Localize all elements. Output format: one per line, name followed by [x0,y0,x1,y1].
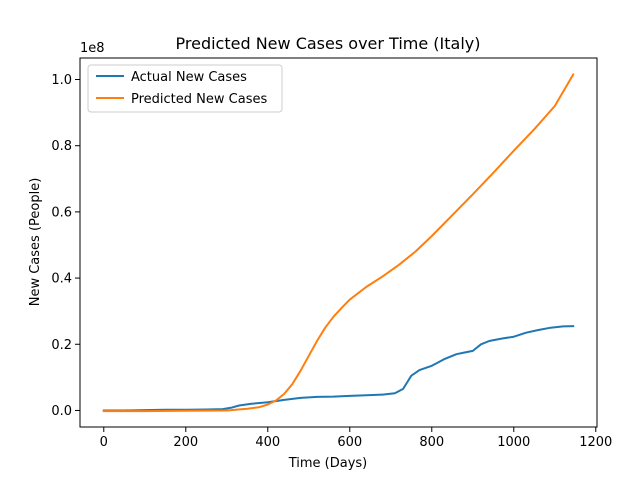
legend: Actual New Cases Predicted New Cases [87,64,283,113]
y-tick-label: 0.6 [51,205,72,220]
x-tick-label: 600 [337,435,362,450]
legend-box [87,64,283,113]
x-tick-label: 200 [173,435,198,450]
y-tick-label: 0.8 [51,139,72,154]
y-offset-label: 1e8 [80,41,105,56]
series-line-actual [102,325,575,412]
y-tick-label: 0.0 [51,404,72,419]
x-tick-label: 1200 [579,435,612,450]
legend-label-predicted: Predicted New Cases [131,92,267,107]
x-tick-label: 0 [100,435,108,450]
x-axis-label: Time (Days) [288,456,368,471]
y-tick-label: 0.2 [51,338,72,353]
series-line-predicted [102,73,575,413]
chart-title: Predicted New Cases over Time (Italy) [176,34,481,53]
y-tick-label: 0.4 [51,272,72,287]
x-tick-label: 400 [255,435,280,450]
x-tick-label: 1000 [497,435,530,450]
y-tick-label: 1.0 [51,73,72,88]
y-axis-label: New Cases (People) [28,178,43,307]
legend-label-actual: Actual New Cases [131,70,247,85]
x-tick-label: 800 [419,435,444,450]
plot-frame [79,57,598,428]
